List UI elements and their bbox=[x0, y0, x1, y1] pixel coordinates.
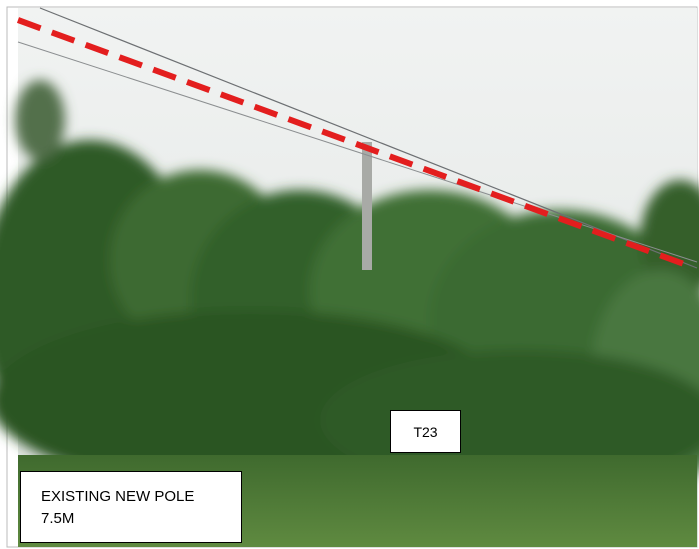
page: T23 EXISTING NEW POLE 7.5M (() => { cons… bbox=[0, 0, 699, 549]
note-line: EXISTING NEW POLE bbox=[41, 486, 241, 508]
note: EXISTING NEW POLE 7.5M bbox=[20, 471, 242, 543]
pole bbox=[362, 142, 372, 270]
photo bbox=[0, 0, 699, 549]
note-line: 7.5M bbox=[41, 508, 241, 530]
pole-tag: T23 bbox=[390, 410, 461, 453]
